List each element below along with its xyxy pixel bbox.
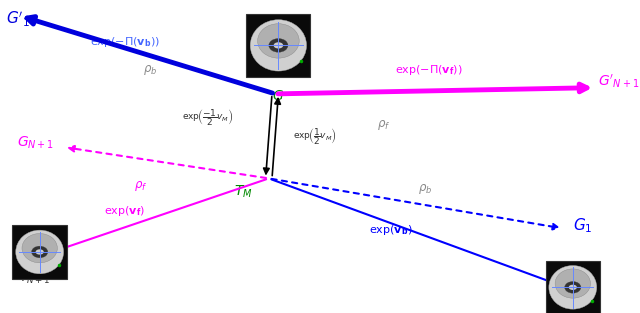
Ellipse shape [36,249,44,255]
FancyBboxPatch shape [246,14,310,77]
Ellipse shape [22,233,58,263]
Text: $G_1$: $G_1$ [573,216,593,235]
Text: $T_M$: $T_M$ [234,183,253,199]
Text: $\mathrm{exp}(\mathbf{v_b})$: $\mathrm{exp}(\mathbf{v_b})$ [369,223,412,237]
Ellipse shape [31,246,48,258]
Ellipse shape [269,38,288,52]
Ellipse shape [16,230,63,274]
Text: $T_{N+1}$: $T_{N+1}$ [19,271,51,286]
FancyBboxPatch shape [12,225,67,279]
Text: $\rho_f$: $\rho_f$ [134,179,147,193]
Ellipse shape [569,285,577,290]
Text: $\mathrm{exp}(\mathbf{v_f})$: $\mathrm{exp}(\mathbf{v_f})$ [104,204,145,218]
Ellipse shape [549,265,596,309]
Ellipse shape [555,269,591,298]
Text: $G'_1$: $G'_1$ [6,9,31,29]
Text: $G$: $G$ [273,89,284,103]
Ellipse shape [250,20,307,71]
Text: $\mathrm{exp}\!\left(\dfrac{-1}{2}v_M\right)$: $\mathrm{exp}\!\left(\dfrac{-1}{2}v_M\ri… [182,107,234,128]
FancyBboxPatch shape [545,261,600,313]
Text: $\rho_b$: $\rho_b$ [143,64,157,77]
Text: $\mathrm{exp}(-\Pi(\mathbf{v_b}))$: $\mathrm{exp}(-\Pi(\mathbf{v_b}))$ [90,34,160,49]
Text: $\mathrm{exp}(-\Pi(\mathbf{v_f}))$: $\mathrm{exp}(-\Pi(\mathbf{v_f}))$ [395,63,463,77]
Text: $T_1$: $T_1$ [559,294,573,309]
Ellipse shape [257,24,300,58]
Text: $G_{N+1}$: $G_{N+1}$ [17,134,54,151]
Ellipse shape [273,42,283,49]
Text: $\mathrm{exp}\!\left(\dfrac{1}{2}v_M\right)$: $\mathrm{exp}\!\left(\dfrac{1}{2}v_M\rig… [293,126,337,146]
Text: $\rho_b$: $\rho_b$ [419,182,433,196]
Text: $\rho_f$: $\rho_f$ [378,118,390,132]
Ellipse shape [564,281,581,293]
Text: $G'_{N+1}$: $G'_{N+1}$ [598,73,640,90]
